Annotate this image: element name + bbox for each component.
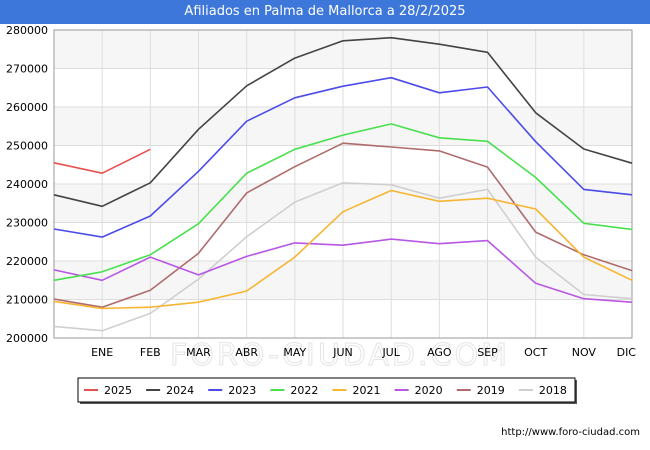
- x-tick-label: FEB: [140, 346, 161, 359]
- y-tick-label: 230000: [6, 217, 48, 230]
- series-line-2018: [53, 182, 633, 332]
- y-tick-label: 250000: [6, 140, 48, 153]
- legend-label-2019: 2019: [477, 384, 505, 397]
- chart-title: Afiliados en Palma de Mallorca a 28/2/20…: [184, 4, 466, 19]
- title-bar: [0, 0, 650, 24]
- legend-label-2024: 2024: [166, 384, 194, 397]
- x-tick-label: AGO: [427, 346, 452, 359]
- legend-label-2021: 2021: [353, 384, 381, 397]
- y-tick-label: 260000: [6, 101, 48, 114]
- x-tick-label: SEP: [477, 346, 498, 359]
- x-tick-label: JUL: [381, 346, 400, 359]
- y-tick-label: 240000: [6, 178, 48, 191]
- watermark-text: FORO-CIUDAD.COM: [170, 338, 510, 373]
- legend-box: [77, 377, 576, 403]
- y-tick-label: 220000: [6, 255, 48, 268]
- legend-label-2018: 2018: [539, 384, 567, 397]
- y-tick-label: 270000: [6, 63, 48, 76]
- series-line-2024: [53, 36, 633, 208]
- x-tick-label: DIC: [617, 346, 637, 359]
- y-tick-label: 210000: [6, 294, 48, 307]
- plot-frame: [53, 29, 633, 339]
- x-tick-label: OCT: [524, 346, 547, 359]
- legend-label-2023: 2023: [228, 384, 256, 397]
- series-line-2023: [53, 76, 633, 238]
- series-line-2020: [53, 238, 633, 303]
- legend-label-2022: 2022: [290, 384, 318, 397]
- series-line-2019: [53, 142, 633, 309]
- x-tick-label: ENE: [91, 346, 113, 359]
- x-tick-label: ABR: [235, 346, 258, 359]
- series-line-2025: [53, 148, 151, 174]
- x-tick-label: MAY: [283, 346, 306, 359]
- legend-label-2025: 2025: [104, 384, 132, 397]
- y-tick-label: 280000: [6, 24, 48, 37]
- x-tick-label: JUN: [332, 346, 353, 359]
- y-tick-label: 200000: [6, 332, 48, 345]
- series-line-2022: [53, 123, 633, 282]
- x-tick-label: MAR: [186, 346, 211, 359]
- source-url: http://www.foro-ciudad.com: [501, 427, 640, 438]
- x-tick-label: NOV: [572, 346, 597, 359]
- series-line-2021: [53, 189, 633, 310]
- legend-label-2020: 2020: [415, 384, 443, 397]
